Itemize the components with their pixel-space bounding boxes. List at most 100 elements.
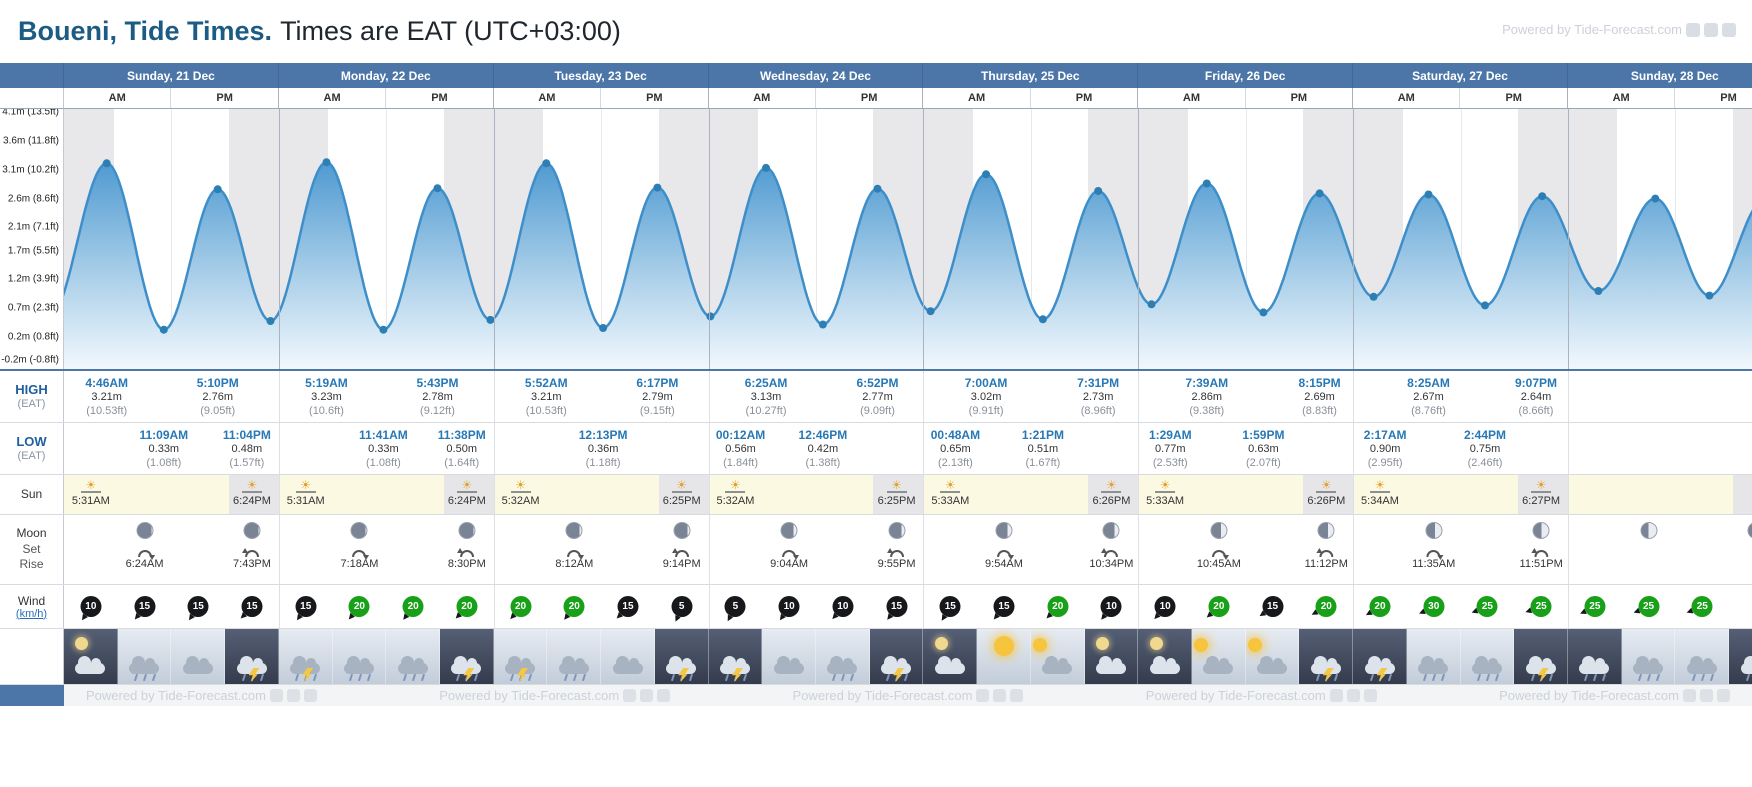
sun-set-event: ☀ 6:24PM (448, 479, 486, 507)
high-tide-event: 6:25AM 3.13m (10.27ft) (745, 376, 788, 419)
tide-time: 7:31PM (1077, 376, 1120, 390)
pm-cell: PM (431, 92, 448, 104)
weather-cell-storm (1299, 629, 1354, 684)
twitter-icon[interactable] (993, 689, 1007, 702)
moon-set-icon (567, 550, 585, 560)
cloud-icon (1579, 656, 1610, 674)
powered-by-text[interactable]: Powered by Tide-Forecast.com (1502, 22, 1682, 37)
powered-by-footer[interactable]: Powered by Tide-Forecast.com (1146, 688, 1377, 703)
tide-time: 11:41AM (359, 428, 408, 442)
tide-height-ft: (10.53ft) (86, 404, 128, 417)
wind-direction-arrow (1474, 593, 1501, 620)
day-separator (278, 515, 280, 584)
powered-by-footer[interactable]: Powered by Tide-Forecast.com (86, 688, 317, 703)
wind-direction-arrow (1635, 593, 1662, 620)
low-timezone-label: (EAT) (17, 449, 46, 462)
pm-cell: PM (1075, 92, 1093, 104)
low-tide-event: 11:04PM 0.48m (1.57ft) (223, 428, 271, 471)
wind-direction-arrow (291, 592, 320, 621)
facebook-icon[interactable] (1682, 689, 1696, 702)
wind-speed-badge: 5 (671, 596, 693, 617)
ampm-day: AM PM (279, 88, 494, 108)
twitter-icon[interactable] (1704, 22, 1718, 37)
facebook-icon[interactable] (269, 689, 283, 702)
twitter-icon[interactable] (1699, 689, 1713, 702)
share-icon[interactable] (1716, 689, 1730, 702)
tide-height-m: 2.77m (862, 391, 893, 403)
sunset-icon: ☀ (671, 479, 692, 493)
sun-rise-event: ☀ 5:31AM (72, 479, 110, 507)
day-header-cell: Monday, 22 Dec (279, 63, 494, 88)
rain-drop-icon (886, 673, 891, 682)
powered-by-footer[interactable]: Powered by Tide-Forecast.com (1499, 688, 1730, 703)
high-tide-dot (1202, 179, 1211, 188)
share-icon[interactable] (303, 689, 317, 702)
pm-cell: PM (1720, 92, 1737, 104)
tide-time: 1:29AM (1148, 428, 1192, 442)
tide-height-m: 0.77m (1154, 443, 1186, 455)
day-separator (923, 475, 925, 514)
moon-time: 8:12AM (555, 558, 594, 570)
moon-rise-icon (1531, 548, 1549, 557)
day-separator (1138, 585, 1140, 628)
rain-drop-icon (1602, 673, 1607, 682)
sun-icon (1033, 638, 1048, 652)
sunrise-icon: ☀ (80, 479, 101, 493)
tide-height-ft: (2.46ft) (1467, 456, 1503, 469)
cloud-icon (505, 656, 536, 674)
weather-day (1567, 629, 1752, 684)
rain-drop-icon (671, 673, 676, 682)
share-icon[interactable] (1722, 22, 1736, 37)
weather-cell-sun-cloud (1030, 629, 1085, 684)
powered-by-footer[interactable]: Powered by Tide-Forecast.com (439, 688, 671, 703)
tide-height-ft: (10.27ft) (745, 404, 787, 417)
pm-cell: PM (216, 92, 233, 104)
share-icon[interactable] (1010, 689, 1024, 702)
cloud-icon (290, 656, 321, 674)
weather-cell-rain (117, 629, 172, 684)
rain-drop-icon (1548, 673, 1553, 682)
twitter-icon[interactable] (286, 689, 300, 702)
wind-speed-badge: 30 (1423, 596, 1445, 617)
wind-unit-link[interactable]: (km/h) (15, 607, 48, 620)
tide-height-ft: (1.08ft) (146, 456, 182, 469)
moon-phase-icon (673, 522, 691, 539)
share-icon[interactable] (1363, 689, 1377, 702)
low-label: LOW (16, 433, 47, 449)
sun-icon (1248, 638, 1263, 652)
ampm-day: AM PM (1568, 88, 1752, 108)
day-separator (1353, 109, 1355, 369)
tide-time: 1:21PM (1021, 428, 1064, 442)
y-axis-label: 2.6m (8.6ft) (7, 193, 59, 205)
tide-height-ft: (2.95ft) (1367, 456, 1403, 469)
share-icon[interactable] (657, 689, 671, 702)
cloud-icon (1525, 656, 1556, 674)
halfday-separator (1460, 109, 1462, 369)
twitter-icon[interactable] (1346, 689, 1360, 702)
facebook-icon[interactable] (623, 689, 637, 702)
weather-row-label-cell (0, 629, 64, 684)
ampm-corner (0, 88, 64, 108)
moon-rise-icon (456, 548, 474, 557)
sun-rise-event: ☀ 5:33AM (1146, 479, 1184, 507)
ampm-day: AM PM (494, 88, 709, 108)
tide-height-ft: (1.57ft) (229, 456, 265, 469)
lightning-icon (1537, 668, 1549, 682)
wind-speed-badge: 20 (1047, 596, 1069, 617)
rain-drop-icon (134, 673, 139, 682)
tide-height-m: 0.33m (368, 443, 399, 455)
day-separator (708, 423, 710, 474)
facebook-icon[interactable] (976, 689, 990, 702)
moon-rise-icon (1316, 548, 1334, 557)
wind-direction-arrow (506, 592, 536, 622)
day-separator (708, 109, 710, 369)
tide-height-ft: (10.53ft) (525, 404, 567, 417)
moon-row-label: Rise (19, 557, 44, 572)
facebook-icon[interactable] (1686, 22, 1700, 37)
powered-by-footer[interactable]: Powered by Tide-Forecast.com (793, 688, 1024, 703)
twitter-icon[interactable] (640, 689, 654, 702)
rain-drop-icon (581, 673, 586, 682)
sun-time: 6:25PM (662, 495, 701, 507)
tide-height-m: 0.50m (446, 443, 477, 455)
facebook-icon[interactable] (1329, 689, 1343, 702)
